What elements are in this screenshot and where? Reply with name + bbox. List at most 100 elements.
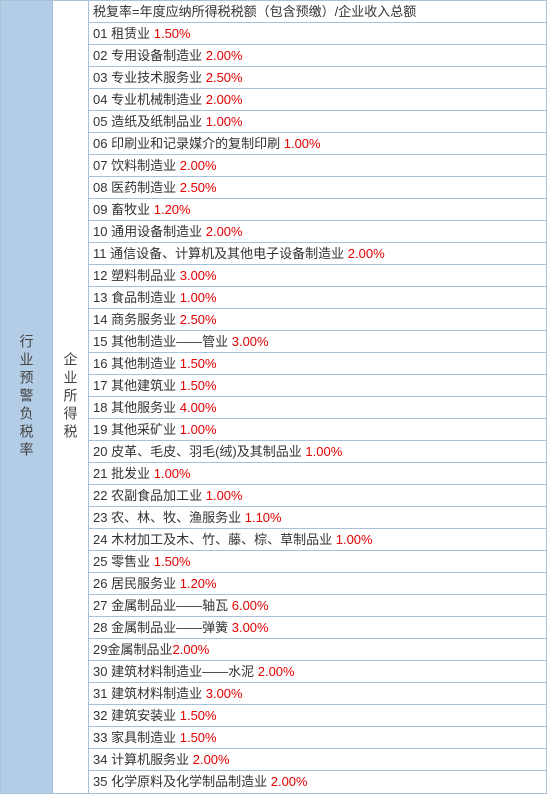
row-label: 商务服务业 [111, 312, 176, 327]
row-label: 食品制造业 [111, 290, 176, 305]
row-rate: 2.00% [206, 224, 243, 239]
row-rate: 1.50% [154, 26, 191, 41]
row-label: 通信设备、计算机及其他电子设备制造业 [110, 246, 344, 261]
row-rate: 3.00% [232, 620, 269, 635]
row-number: 20 [93, 444, 107, 459]
table-row: 16 其他制造业 1.50% [89, 353, 546, 375]
row-rate: 1.20% [154, 202, 191, 217]
row-number: 18 [93, 400, 107, 415]
row-number: 33 [93, 730, 107, 745]
row-number: 31 [93, 686, 107, 701]
row-number: 29 [93, 642, 107, 657]
row-label: 其他制造业——管业 [111, 334, 228, 349]
row-label: 其他服务业 [111, 400, 176, 415]
row-rate: 6.00% [232, 598, 269, 613]
row-label: 专用设备制造业 [111, 48, 202, 63]
row-number: 04 [93, 92, 107, 107]
row-number: 25 [93, 554, 107, 569]
row-rate: 2.00% [271, 774, 308, 789]
row-rate: 2.50% [180, 180, 217, 195]
row-label: 木材加工及木、竹、藤、棕、草制品业 [111, 532, 332, 547]
row-label: 通用设备制造业 [111, 224, 202, 239]
row-number: 32 [93, 708, 107, 723]
table-row: 15 其他制造业——管业 3.00% [89, 331, 546, 353]
row-label: 金属制品业 [107, 642, 172, 657]
row-label: 专业机械制造业 [111, 92, 202, 107]
header-row: 税复率=年度应纳所得税税额（包含预缴）/企业收入总额 [89, 1, 546, 23]
table-row: 25 零售业 1.50% [89, 551, 546, 573]
mid-column: 企业所得税 [53, 1, 89, 793]
row-number: 02 [93, 48, 107, 63]
row-rate: 2.00% [172, 642, 209, 657]
table-row: 07 饮料制造业 2.00% [89, 155, 546, 177]
left-column-label: 行业预警负税率 [17, 334, 37, 460]
row-rate: 1.00% [180, 422, 217, 437]
row-label: 零售业 [111, 554, 150, 569]
row-label: 化学原料及化学制品制造业 [111, 774, 267, 789]
table-row: 35 化学原料及化学制品制造业 2.00% [89, 771, 546, 793]
row-number: 05 [93, 114, 107, 129]
table-row: 26 居民服务业 1.20% [89, 573, 546, 595]
table-row: 34 计算机服务业 2.00% [89, 749, 546, 771]
row-label: 农副食品加工业 [111, 488, 202, 503]
row-number: 24 [93, 532, 107, 547]
row-number: 22 [93, 488, 107, 503]
row-number: 26 [93, 576, 107, 591]
row-number: 15 [93, 334, 107, 349]
row-number: 10 [93, 224, 107, 239]
row-rate: 1.00% [336, 532, 373, 547]
row-number: 21 [93, 466, 107, 481]
row-label: 批发业 [111, 466, 150, 481]
table-row: 33 家具制造业 1.50% [89, 727, 546, 749]
row-label: 居民服务业 [111, 576, 176, 591]
row-number: 35 [93, 774, 107, 789]
row-number: 34 [93, 752, 107, 767]
row-label: 其他制造业 [111, 356, 176, 371]
table-row: 24 木材加工及木、竹、藤、棕、草制品业 1.00% [89, 529, 546, 551]
row-label: 计算机服务业 [111, 752, 189, 767]
row-number: 17 [93, 378, 107, 393]
row-label: 饮料制造业 [111, 158, 176, 173]
row-label: 医药制造业 [111, 180, 176, 195]
row-label: 专业技术服务业 [111, 70, 202, 85]
table-row: 32 建筑安装业 1.50% [89, 705, 546, 727]
row-label: 其他采矿业 [111, 422, 176, 437]
table-row: 01 租赁业 1.50% [89, 23, 546, 45]
row-number: 06 [93, 136, 107, 151]
row-rate: 4.00% [180, 400, 217, 415]
table-row: 13 食品制造业 1.00% [89, 287, 546, 309]
row-rate: 1.50% [180, 730, 217, 745]
rows-container: 01 租赁业 1.50% 02 专用设备制造业 2.00% 03 专业技术服务业 2… [89, 23, 546, 793]
row-label: 建筑材料制造业 [111, 686, 202, 701]
tax-rate-table: 行业预警负税率 企业所得税 税复率=年度应纳所得税税额（包含预缴）/企业收入总额… [0, 0, 547, 794]
row-label: 租赁业 [111, 26, 150, 41]
row-number: 13 [93, 290, 107, 305]
row-rate: 1.50% [154, 554, 191, 569]
row-rate: 1.00% [206, 488, 243, 503]
row-rate: 1.50% [180, 378, 217, 393]
row-number: 03 [93, 70, 107, 85]
row-rate: 1.00% [305, 444, 342, 459]
table-row: 23 农、林、牧、渔服务业 1.10% [89, 507, 546, 529]
mid-column-label: 企业所得税 [61, 352, 81, 442]
row-rate: 1.50% [180, 356, 217, 371]
row-rate: 1.20% [180, 576, 217, 591]
row-rate: 1.10% [245, 510, 282, 525]
row-rate: 1.00% [154, 466, 191, 481]
table-row: 04 专业机械制造业 2.00% [89, 89, 546, 111]
row-rate: 2.00% [206, 48, 243, 63]
row-rate: 1.00% [284, 136, 321, 151]
row-rate: 1.00% [180, 290, 217, 305]
table-row: 31 建筑材料制造业 3.00% [89, 683, 546, 705]
row-label: 造纸及纸制品业 [111, 114, 202, 129]
table-row: 30 建筑材料制造业——水泥 2.00% [89, 661, 546, 683]
row-number: 07 [93, 158, 107, 173]
table-row: 29金属制品业2.00% [89, 639, 546, 661]
table-row: 12 塑料制品业 3.00% [89, 265, 546, 287]
row-rate: 1.50% [180, 708, 217, 723]
table-row: 28 金属制品业——弹簧 3.00% [89, 617, 546, 639]
row-number: 19 [93, 422, 107, 437]
row-label: 塑料制品业 [111, 268, 176, 283]
row-number: 23 [93, 510, 107, 525]
row-number: 09 [93, 202, 107, 217]
